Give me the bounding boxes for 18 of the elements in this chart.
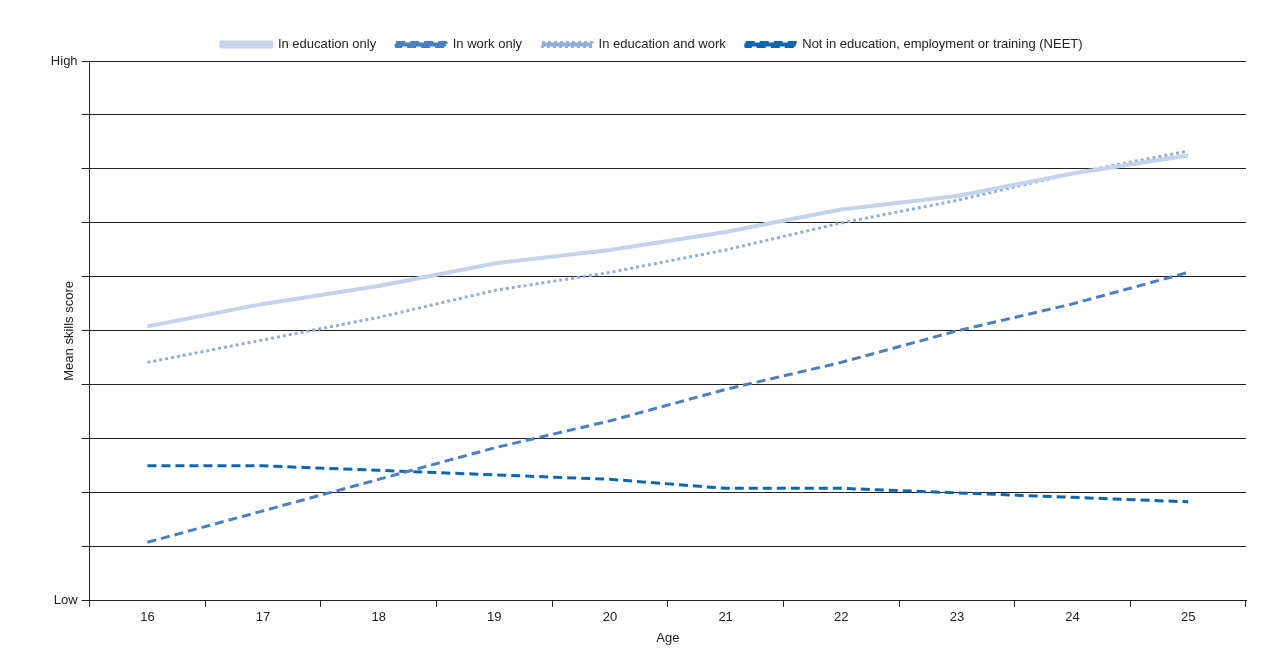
x-tick-label: 24 [1065, 609, 1080, 625]
y-axis-title: Mean skills score [61, 281, 77, 381]
x-tick-label: 21 [718, 609, 733, 625]
x-tick-label: 19 [487, 609, 502, 625]
x-tick-label: 17 [255, 609, 271, 625]
legend-label: In education and work [598, 36, 727, 52]
legend-label: Not in education, employment or training (NEET) [802, 36, 1083, 52]
text: High [50, 52, 78, 68]
x-tick-label: 18 [371, 609, 386, 625]
x-tick-label: 16 [140, 609, 155, 625]
x-axis-title: Age [656, 629, 680, 645]
text: Low [53, 592, 79, 608]
legend-label: In work only [452, 36, 523, 52]
x-tick-label: 25 [1180, 609, 1196, 625]
x-tick-label: 20 [602, 609, 618, 625]
legend-label: In education only [277, 36, 377, 52]
x-tick-label: 22 [834, 609, 849, 625]
x-tick-label: 23 [949, 609, 965, 625]
